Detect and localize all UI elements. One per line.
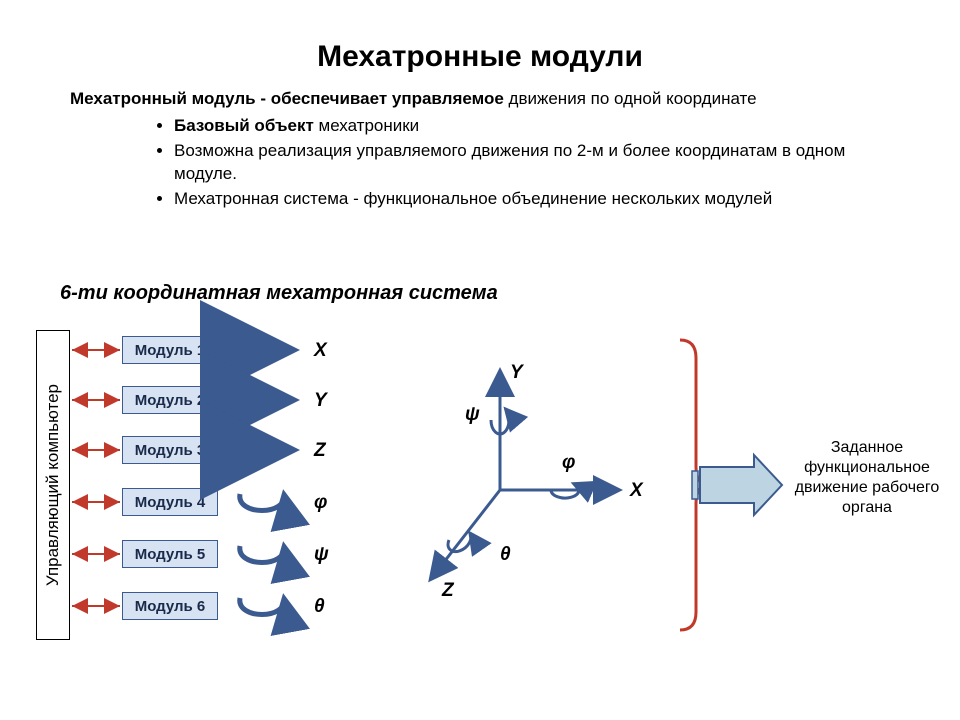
svg-text:ψ: ψ — [465, 404, 480, 425]
svg-text:θ: θ — [500, 544, 511, 565]
svg-text:Z: Z — [441, 580, 455, 601]
diagram-svg: X Y Zφ ψ θ — [0, 0, 960, 720]
svg-text:X: X — [629, 480, 644, 501]
svg-text:φ: φ — [562, 452, 575, 473]
svg-text:Y: Y — [510, 362, 525, 383]
